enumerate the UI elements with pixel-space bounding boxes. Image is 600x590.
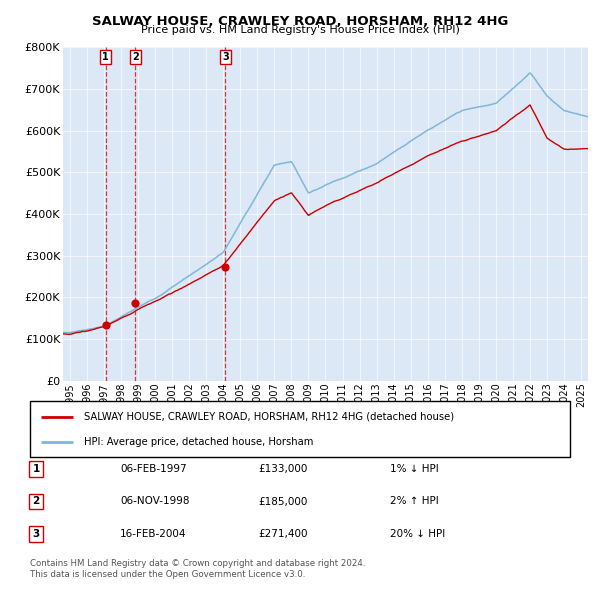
Text: 3: 3 (222, 52, 229, 62)
Text: 2: 2 (132, 52, 139, 62)
Point (131, 299, 140, 308)
Text: 06-FEB-1997: 06-FEB-1997 (120, 464, 187, 474)
Text: Price paid vs. HM Land Registry's House Price Index (HPI): Price paid vs. HM Land Registry's House … (140, 25, 460, 35)
Text: Contains HM Land Registry data © Crown copyright and database right 2024.: Contains HM Land Registry data © Crown c… (30, 559, 365, 568)
Point (101, 320, 110, 330)
Text: £271,400: £271,400 (258, 529, 308, 539)
Text: 3: 3 (32, 529, 40, 539)
Text: £185,000: £185,000 (258, 497, 307, 506)
Text: SALWAY HOUSE, CRAWLEY ROAD, HORSHAM, RH12 4HG (detached house): SALWAY HOUSE, CRAWLEY ROAD, HORSHAM, RH1… (84, 412, 454, 422)
Text: 2% ↑ HPI: 2% ↑ HPI (390, 497, 439, 506)
Text: 2: 2 (32, 497, 40, 506)
Text: 06-NOV-1998: 06-NOV-1998 (120, 497, 190, 506)
Text: 16-FEB-2004: 16-FEB-2004 (120, 529, 187, 539)
Text: 1: 1 (102, 52, 109, 62)
Text: SALWAY HOUSE, CRAWLEY ROAD, HORSHAM, RH12 4HG: SALWAY HOUSE, CRAWLEY ROAD, HORSHAM, RH1… (92, 15, 508, 28)
Text: HPI: Average price, detached house, Horsham: HPI: Average price, detached house, Hors… (84, 437, 313, 447)
Text: £133,000: £133,000 (258, 464, 307, 474)
Text: 1% ↓ HPI: 1% ↓ HPI (390, 464, 439, 474)
Text: 20% ↓ HPI: 20% ↓ HPI (390, 529, 445, 539)
Text: This data is licensed under the Open Government Licence v3.0.: This data is licensed under the Open Gov… (30, 571, 305, 579)
Point (220, 263, 230, 272)
FancyBboxPatch shape (30, 401, 570, 457)
Text: 1: 1 (32, 464, 40, 474)
